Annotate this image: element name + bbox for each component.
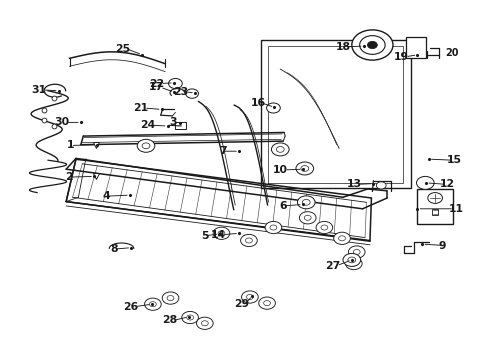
Circle shape xyxy=(376,182,386,189)
FancyBboxPatch shape xyxy=(417,189,453,224)
Text: 30: 30 xyxy=(54,117,70,127)
Text: 15: 15 xyxy=(447,155,462,165)
FancyBboxPatch shape xyxy=(406,37,426,58)
Circle shape xyxy=(334,232,350,244)
Circle shape xyxy=(187,315,194,320)
Text: 6: 6 xyxy=(279,201,287,211)
Circle shape xyxy=(270,225,277,230)
Text: 14: 14 xyxy=(211,230,226,240)
Text: 7: 7 xyxy=(219,146,226,156)
Circle shape xyxy=(368,41,377,49)
Circle shape xyxy=(360,36,385,54)
Circle shape xyxy=(145,298,161,310)
Circle shape xyxy=(245,238,252,243)
Text: 16: 16 xyxy=(250,98,266,108)
Text: 4: 4 xyxy=(102,191,110,201)
Text: 25: 25 xyxy=(115,44,130,54)
Circle shape xyxy=(162,292,179,304)
Circle shape xyxy=(304,215,311,220)
Text: 17: 17 xyxy=(149,82,164,92)
Circle shape xyxy=(301,166,309,171)
Text: 28: 28 xyxy=(162,315,177,325)
Text: 5: 5 xyxy=(201,231,208,241)
Circle shape xyxy=(267,103,280,113)
Text: 21: 21 xyxy=(133,103,148,113)
Text: 20: 20 xyxy=(445,48,459,58)
Text: 8: 8 xyxy=(110,244,118,254)
Circle shape xyxy=(241,234,257,247)
Circle shape xyxy=(345,257,362,270)
Circle shape xyxy=(167,296,174,301)
Circle shape xyxy=(149,302,156,307)
Circle shape xyxy=(350,261,357,266)
Circle shape xyxy=(186,89,198,98)
Circle shape xyxy=(302,199,310,205)
Circle shape xyxy=(316,221,333,234)
Text: 23: 23 xyxy=(173,87,189,97)
Circle shape xyxy=(246,294,253,300)
Text: 26: 26 xyxy=(123,302,138,312)
Circle shape xyxy=(299,212,316,224)
FancyBboxPatch shape xyxy=(175,122,186,129)
Circle shape xyxy=(348,246,365,258)
Text: 2: 2 xyxy=(65,172,73,182)
Text: 19: 19 xyxy=(394,52,409,62)
Circle shape xyxy=(264,301,270,306)
Text: 10: 10 xyxy=(273,165,288,175)
Text: 12: 12 xyxy=(440,179,455,189)
Circle shape xyxy=(343,253,361,266)
Circle shape xyxy=(265,221,282,234)
Text: 18: 18 xyxy=(335,42,350,52)
Circle shape xyxy=(142,143,150,149)
Circle shape xyxy=(297,196,315,209)
Text: 9: 9 xyxy=(439,240,446,251)
Circle shape xyxy=(259,297,275,309)
Circle shape xyxy=(339,236,345,241)
Circle shape xyxy=(348,257,356,263)
Circle shape xyxy=(352,30,393,60)
Text: 22: 22 xyxy=(149,78,164,89)
Text: 3: 3 xyxy=(169,117,177,127)
Circle shape xyxy=(276,147,284,152)
Text: 13: 13 xyxy=(346,179,362,189)
Text: 31: 31 xyxy=(31,85,47,95)
Circle shape xyxy=(296,162,314,175)
Circle shape xyxy=(353,249,360,255)
Circle shape xyxy=(242,291,258,303)
Text: 11: 11 xyxy=(448,204,464,214)
Circle shape xyxy=(218,231,225,236)
Circle shape xyxy=(201,321,208,326)
Circle shape xyxy=(416,176,434,189)
Text: 24: 24 xyxy=(141,120,156,130)
Circle shape xyxy=(213,227,230,239)
Circle shape xyxy=(169,78,182,89)
Circle shape xyxy=(321,225,328,230)
Circle shape xyxy=(182,311,198,324)
Text: 27: 27 xyxy=(325,261,341,271)
Text: 1: 1 xyxy=(67,140,74,150)
Circle shape xyxy=(428,193,442,203)
Circle shape xyxy=(196,317,213,329)
Circle shape xyxy=(271,143,289,156)
Circle shape xyxy=(137,139,155,152)
Text: 29: 29 xyxy=(234,299,249,309)
